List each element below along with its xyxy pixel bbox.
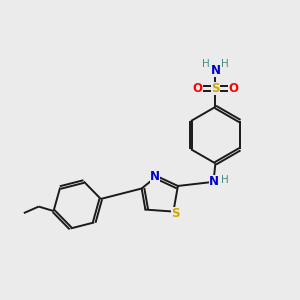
Text: S: S xyxy=(211,82,220,95)
Text: H: H xyxy=(202,59,210,69)
Text: S: S xyxy=(171,206,179,220)
Text: N: N xyxy=(209,175,219,188)
Text: O: O xyxy=(228,82,238,95)
Text: N: N xyxy=(149,170,160,183)
Text: N: N xyxy=(210,64,220,77)
Text: H: H xyxy=(221,175,229,185)
Text: O: O xyxy=(193,82,202,95)
Text: H: H xyxy=(221,59,229,69)
